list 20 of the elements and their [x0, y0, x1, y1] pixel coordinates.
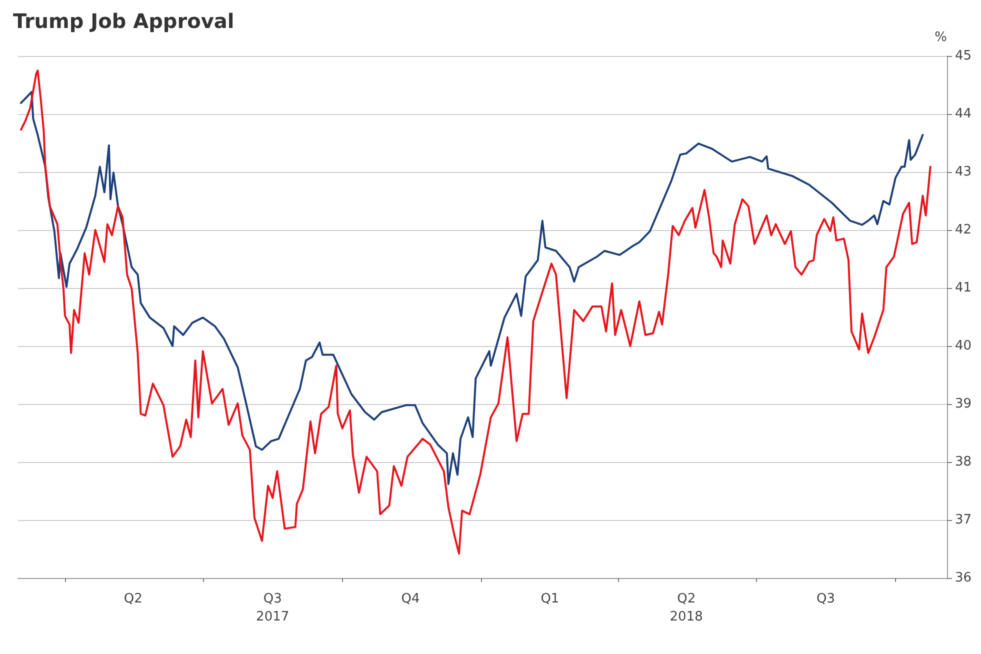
y-tick-label: 39 [955, 396, 972, 412]
chart-title: Trump Job Approval [13, 9, 234, 33]
line-series [20, 70, 932, 555]
x-tick-label: Q2 [124, 592, 142, 606]
y-tick-label: 43 [955, 164, 972, 180]
x-tick-label: Q1 [540, 592, 560, 606]
y-axis-title: % [934, 30, 947, 45]
y-tick-label: 41 [955, 280, 972, 296]
y-tick-label: 37 [955, 512, 972, 528]
x-tick-label: Q3 [816, 592, 836, 606]
y-tick-label: 44 [955, 106, 972, 122]
y-tick-label: 38 [955, 454, 972, 470]
y-tick-label: 36 [955, 570, 972, 586]
x-tick-label: Q2 2018 [670, 592, 703, 624]
y-tick-label: 42 [955, 222, 972, 238]
x-tick-label: Q4 [401, 592, 420, 606]
line-series [20, 90, 924, 486]
y-tick-label: 45 [955, 48, 972, 64]
y-tick-label: 40 [955, 338, 972, 354]
x-tick-label: Q3 2017 [256, 592, 290, 624]
